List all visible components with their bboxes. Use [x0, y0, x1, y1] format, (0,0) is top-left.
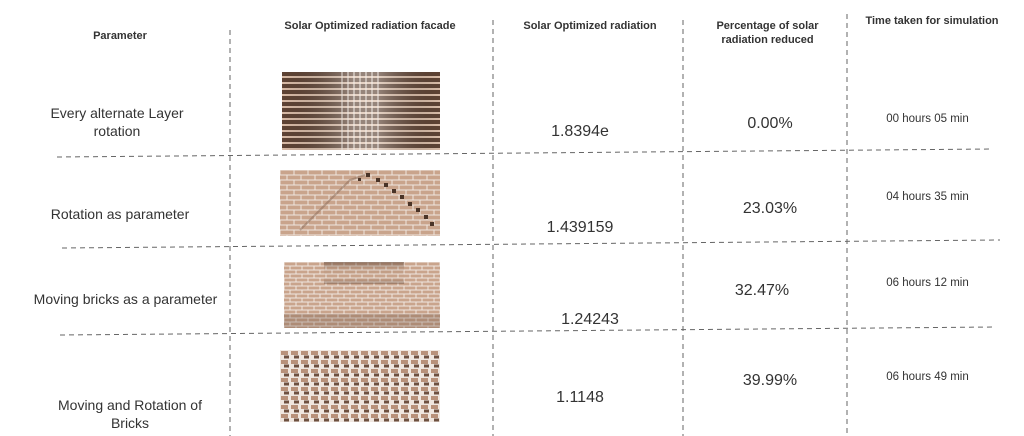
- row-3-time: 06 hours 12 min: [886, 277, 969, 289]
- header-time: Time taken for simulation: [865, 15, 999, 27]
- row-1-percentage: 0.00%: [747, 115, 793, 132]
- row-4-percentage: 39.99%: [742, 372, 798, 389]
- header-parameter: Parameter: [93, 30, 147, 42]
- row-4-radiation: 1.1148: [556, 389, 604, 406]
- header-facade: Solar Optimized radiation facade: [284, 20, 456, 32]
- row-2-parameter: Rotation as parameter: [50, 206, 190, 222]
- row-2-percentage: 23.03%: [742, 200, 798, 217]
- header-radiation: Solar Optimized radiation: [523, 20, 657, 32]
- row-1-radiation: 1.8394e: [551, 123, 609, 140]
- row-4-facade-image: [280, 350, 440, 422]
- row-2-radiation: 1.439159: [546, 219, 614, 236]
- row-3-parameter: Moving bricks as a parameter: [33, 291, 218, 307]
- row-3-facade-image: [284, 262, 440, 328]
- row-2-time: 04 hours 35 min: [886, 191, 969, 203]
- header-percentage: Percentage of solar radiation reduced: [716, 20, 819, 46]
- row-1-time: 00 hours 05 min: [886, 113, 969, 125]
- row-1-facade-image: [282, 72, 440, 150]
- row-3-percentage: 32.47%: [734, 282, 790, 299]
- row-3-radiation: 1.24243: [561, 311, 619, 328]
- row-4-parameter: Moving and Rotation of Bricks: [58, 397, 202, 431]
- row-2-facade-image: [280, 170, 440, 236]
- row-4-time: 06 hours 49 min: [886, 371, 969, 383]
- row-1-parameter: Every alternate Layer rotation: [50, 105, 184, 139]
